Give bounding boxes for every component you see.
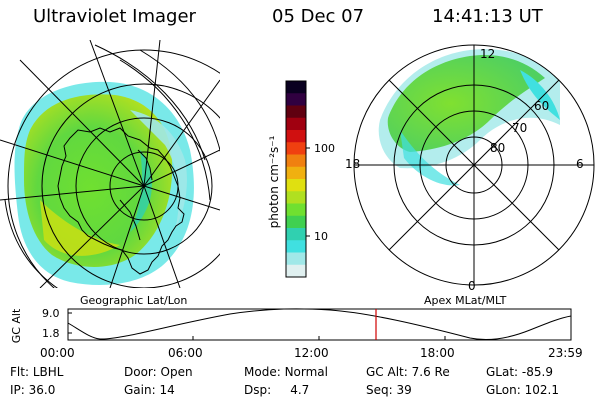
colorbar-cell (286, 154, 306, 168)
ytick-label-1-8: 1.8 (42, 327, 60, 340)
left-aurora-image (14, 81, 194, 285)
colorbar-cell (286, 203, 306, 217)
info-gc-alt: GC Alt: 7.6 Re (366, 365, 450, 379)
right-map-label: Apex MLat/MLT (424, 294, 507, 307)
colorbar-cell (286, 264, 306, 278)
mlat-label-80: 80 (490, 141, 505, 155)
colorbar-cell (286, 228, 306, 241)
xtick-label-1200: 12:00 (294, 346, 329, 360)
colorbar-cell (286, 166, 306, 180)
colorbar-cell (286, 130, 306, 143)
info-flt: Flt: LBHL (10, 365, 64, 379)
colorbar-cell (286, 117, 306, 131)
colorbar-unit-label: photon cm⁻²s⁻¹ (267, 135, 281, 228)
antarctica-coastline (57, 127, 185, 275)
mlt-label-18: 18 (345, 157, 360, 171)
ytick-label-9: 9.0 (42, 307, 60, 320)
info-gain: Gain: 14 (124, 383, 175, 397)
left-map-gridlines (0, 40, 220, 288)
mlt-label-12: 12 (480, 47, 495, 61)
colorbar: 100 10 photon cm⁻²s⁻¹ (267, 80, 335, 278)
info-glon: GLon: 102.1 (486, 383, 559, 397)
colorbar-cell (286, 81, 306, 94)
colorbar-cell (286, 240, 306, 253)
xtick-label-1800: 18:00 (420, 346, 455, 360)
xtick-label-0000: 00:00 (40, 346, 75, 360)
info-glat: GLat: -85.9 (486, 365, 553, 379)
colorbar-cell (286, 191, 306, 204)
right-aurora-image (378, 49, 560, 186)
xtick-label-0600: 06:00 (168, 346, 203, 360)
mlat-label-60: 60 (534, 99, 549, 113)
colorbar-cell (286, 93, 306, 106)
info-ip: IP: 36.0 (10, 383, 56, 397)
geographic-map (0, 40, 220, 288)
left-map-label: Geographic Lat/Lon (80, 294, 187, 307)
altitude-plot: 9.0 1.8 GC Alt 00:00 06:00 12:00 18:00 2… (10, 307, 583, 360)
info-mode: Mode: Normal (244, 365, 328, 379)
info-door: Door: Open (124, 365, 193, 379)
altitude-curve (67, 308, 572, 341)
date-label: 05 Dec 07 (272, 6, 365, 27)
xtick-label-2359: 23:59 (548, 346, 583, 360)
colorbar-cell (286, 105, 306, 119)
instrument-title: Ultraviolet Imager (33, 6, 196, 27)
colorbar-cell (286, 215, 306, 229)
mlt-label-0: 0 (468, 279, 476, 293)
colorbar-tick-label-100: 100 (314, 142, 335, 155)
time-label: 14:41:13 UT (432, 6, 543, 27)
colorbar-cell (286, 142, 306, 155)
info-dsp: Dsp: 4.7 (244, 383, 310, 397)
colorbar-cell (286, 252, 306, 266)
colorbar-cell (286, 179, 306, 192)
magnetic-polar-plot: 12 18 6 0 60 70 80 (345, 44, 595, 293)
info-seq: Seq: 39 (366, 383, 412, 397)
colorbar-frame (285, 80, 307, 278)
polar-grid (353, 44, 595, 286)
polar-diagonal-b (388, 79, 560, 251)
left-map-outer-arcs (4, 44, 220, 288)
mlat-label-70: 70 (512, 121, 527, 135)
altitude-plot-frame (67, 308, 572, 341)
colorbar-cells (286, 81, 306, 278)
mlt-label-6: 6 (576, 157, 584, 171)
altitude-ylabel: GC Alt (10, 308, 23, 343)
colorbar-tick-label-10: 10 (314, 230, 328, 243)
